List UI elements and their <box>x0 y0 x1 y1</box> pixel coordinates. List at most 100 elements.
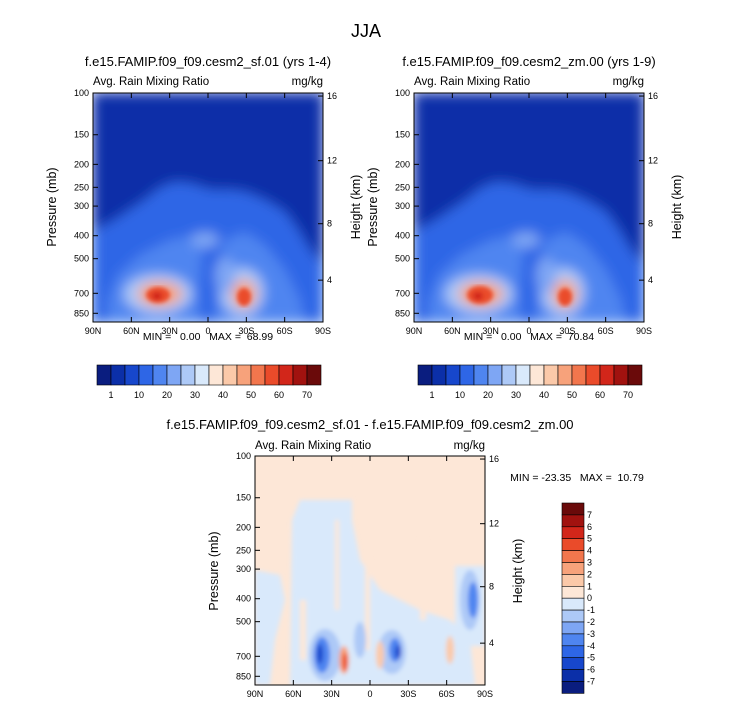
panel-sf01-ytick-right-label: 12 <box>327 156 337 166</box>
panel-diff-colorbar-cell <box>561 538 585 551</box>
panel-sf01-heatmap <box>93 93 323 322</box>
panel-zm00-unit-label: mg/kg <box>613 76 644 88</box>
panel-diff-ytick-right-label: 8 <box>489 582 494 592</box>
figure-title: JJA <box>351 21 381 41</box>
panel-diff-colorbar-cell <box>561 585 585 599</box>
panel-zm00-colorbar-label: 70 <box>623 390 633 400</box>
panel-sf01-xtick-label: 60S <box>277 326 293 336</box>
panel-sf01-ytick-label: 850 <box>74 308 89 318</box>
panel-zm00-colorbar-label: 30 <box>511 390 521 400</box>
panel-zm00-colorbar-cell <box>431 364 447 386</box>
panel-diff: f.e15.FAMIP.f09_f09.cesm2_sf.01 - f.e15.… <box>166 417 644 699</box>
panel-zm00-ytick-label: 200 <box>395 159 410 169</box>
panel-zm00-ytick-right-label: 16 <box>648 91 658 101</box>
panel-sf01-colorbar-cell <box>152 364 168 386</box>
panel-sf01-ytick-label: 100 <box>74 88 89 98</box>
panel-zm00-ytick-right-label: 8 <box>648 219 653 229</box>
panel-zm00-heatmap <box>414 93 644 322</box>
panel-sf01-ytick-label: 700 <box>74 288 89 298</box>
panel-diff-title: f.e15.FAMIP.f09_f09.cesm2_sf.01 - f.e15.… <box>166 417 573 432</box>
panel-sf01-colorbar-cell <box>278 364 294 386</box>
panel-sf01-stats: MIN = 0.00 MAX = 68.99 <box>143 331 273 343</box>
panel-diff-colorbar-cell <box>561 562 585 575</box>
panel-sf01-colorbar-cell <box>110 364 126 386</box>
panel-zm00-ytick-label: 300 <box>395 201 410 211</box>
panel-diff-ytick-right-label: 16 <box>489 454 499 464</box>
panel-sf01-ytick-label: 500 <box>74 254 89 264</box>
panel-sf01-ytick-label: 150 <box>74 130 89 140</box>
panel-zm00-ytick-right-label: 4 <box>648 275 653 285</box>
panel-diff-colorbar-cell <box>561 645 585 658</box>
panel-diff-colorbar-cell <box>561 502 585 516</box>
panel-zm00-variable-label: Avg. Rain Mixing Ratio <box>414 76 530 88</box>
panel-diff-ytick-label: 850 <box>236 671 251 681</box>
panel-diff-colorbar-cell <box>561 609 585 623</box>
panel-zm00-ytick-label: 100 <box>395 88 410 98</box>
panel-diff-xtick-label: 30N <box>323 689 340 699</box>
panel-diff-colorbar-label: 6 <box>587 522 592 532</box>
panel-zm00-colorbar-cell <box>417 364 433 386</box>
panel-sf01-ytick-label: 300 <box>74 201 89 211</box>
panel-diff-colorbar-label: -6 <box>587 665 595 675</box>
panel-diff-ytick-label: 700 <box>236 651 251 661</box>
panel-diff-colorbar-cell <box>561 657 585 670</box>
panel-sf01-colorbar-cell <box>208 364 224 386</box>
panel-diff-colorbar-cell <box>561 681 585 694</box>
panel-zm00-colorbar-label: 60 <box>595 390 605 400</box>
panel-diff-colorbar-label: 1 <box>587 581 592 591</box>
panel-sf01-title: f.e15.FAMIP.f09_f09.cesm2_sf.01 (yrs 1-4… <box>85 54 331 69</box>
panel-diff-colorbar-cell <box>561 550 585 563</box>
panel-sf01-xtick-label: 30N <box>161 326 178 336</box>
panel-zm00-xtick-label: 0 <box>526 326 531 336</box>
panel-zm00-colorbar-cell <box>557 364 573 386</box>
panel-zm00-ytick-label: 700 <box>395 288 410 298</box>
panel-sf01-xtick-label: 90S <box>315 326 331 336</box>
panel-diff-colorbar-label: -1 <box>587 605 595 615</box>
panel-zm00-ytick-right-label: 12 <box>648 156 658 166</box>
panel-sf01-colorbar-label: 20 <box>162 390 172 400</box>
panel-diff-colorbar-cell <box>561 669 585 682</box>
panel-zm00-ylabel: Pressure (mb) <box>366 167 380 246</box>
panel-diff-ytick-label: 150 <box>236 493 251 503</box>
panel-diff-ytick-label: 250 <box>236 545 251 555</box>
panel-zm00-colorbar-cell <box>445 364 461 386</box>
panel-zm00-ylabel-right: Height (km) <box>670 175 684 240</box>
panel-diff-colorbar-cell <box>561 621 585 635</box>
panel-diff-heatmap <box>255 456 485 685</box>
panel-zm00-ytick-label: 150 <box>395 130 410 140</box>
panel-sf01-colorbar-label: 30 <box>190 390 200 400</box>
panel-zm00-title: f.e15.FAMIP.f09_f09.cesm2_zm.00 (yrs 1-9… <box>402 54 655 69</box>
panel-sf01-ytick-label: 400 <box>74 231 89 241</box>
panel-diff-colorbar-label: 3 <box>587 558 592 568</box>
panel-sf01-xtick-label: 30S <box>238 326 254 336</box>
panel-sf01-ylabel: Pressure (mb) <box>45 167 59 246</box>
panel-diff-colorbar-cell <box>561 526 585 539</box>
panel-diff-colorbar-label: 5 <box>587 534 592 544</box>
panel-sf01-colorbar-label: 1 <box>108 390 113 400</box>
panel-zm00-stats: MIN = 0.00 MAX = 70.84 <box>464 331 594 343</box>
panel-diff-ytick-right-label: 4 <box>489 638 494 648</box>
panel-zm00-colorbar-cell <box>613 364 629 386</box>
panel-sf01-xtick-label: 60N <box>123 326 140 336</box>
panel-diff-xtick-label: 90S <box>477 689 493 699</box>
panel-sf01-colorbar-cell <box>222 364 238 386</box>
panel-zm00-colorbar-cell <box>571 364 587 386</box>
panel-sf01-colorbar-cell <box>194 364 210 386</box>
panel-zm00-colorbar-cell <box>487 364 503 386</box>
panel-diff-colorbar-cell <box>561 514 585 528</box>
panel-diff-colorbar-cell <box>561 597 585 611</box>
panel-diff-variable-label: Avg. Rain Mixing Ratio <box>255 440 371 452</box>
panel-zm00-colorbar-label: 1 <box>429 390 434 400</box>
panel-zm00-colorbar-label: 20 <box>483 390 493 400</box>
panel-sf01-colorbar-label: 60 <box>274 390 284 400</box>
panel-sf01-colorbar-cell <box>236 364 252 386</box>
panel-sf01-colorbar-cell <box>180 364 196 386</box>
panel-sf01-colorbar-label: 50 <box>246 390 256 400</box>
panel-sf01-xtick-label: 90N <box>85 326 102 336</box>
panel-zm00-ytick-label: 250 <box>395 182 410 192</box>
panel-zm00-colorbar-cell <box>501 364 517 386</box>
panel-diff-xtick-label: 90N <box>247 689 264 699</box>
panel-sf01-colorbar-cell <box>166 364 182 386</box>
panel-sf01-colorbar-label: 10 <box>134 390 144 400</box>
